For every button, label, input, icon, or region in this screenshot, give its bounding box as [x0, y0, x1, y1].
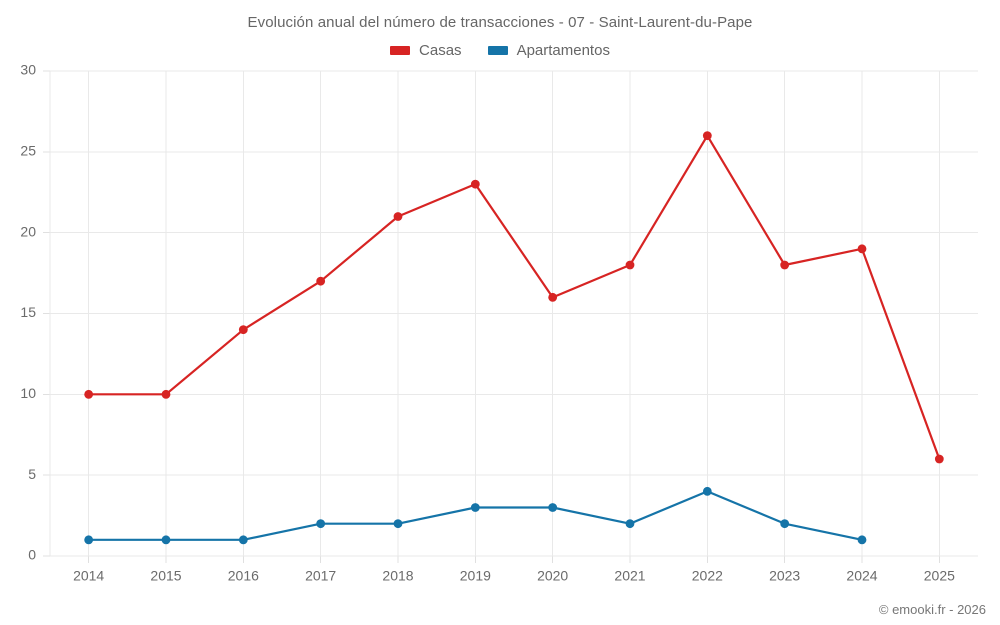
data-point-casas[interactable]	[934, 454, 944, 464]
x-axis-tick-label: 2023	[769, 567, 800, 583]
data-point-casas[interactable]	[780, 260, 790, 270]
data-point-apartamentos[interactable]	[316, 519, 326, 529]
y-axis-tick-label: 5	[28, 466, 36, 482]
data-point-apartamentos[interactable]	[393, 519, 403, 529]
chart-legend: Casas Apartamentos	[0, 42, 1000, 59]
y-axis-tick-label: 20	[20, 223, 36, 239]
legend-swatch-casas	[390, 46, 411, 55]
data-point-apartamentos[interactable]	[780, 519, 790, 529]
y-axis-tick-label: 30	[20, 62, 36, 78]
x-axis-tick-label: 2020	[537, 567, 568, 583]
data-point-apartamentos[interactable]	[470, 503, 480, 512]
legend-swatch-apartamentos	[487, 46, 508, 55]
data-point-casas[interactable]	[625, 260, 635, 270]
data-point-apartamentos[interactable]	[857, 535, 867, 545]
credit-text: © emooki.fr - 2026	[878, 602, 986, 617]
data-point-apartamentos[interactable]	[84, 535, 94, 545]
x-axis-tick-label: 2015	[150, 567, 181, 583]
x-axis-tick-label: 2016	[228, 567, 259, 583]
x-axis-tick-label: 2024	[846, 567, 877, 583]
y-axis-tick-label: 25	[20, 143, 36, 159]
data-point-apartamentos[interactable]	[548, 503, 558, 512]
x-axis-tick-label: 2018	[382, 567, 413, 583]
data-point-casas[interactable]	[238, 325, 248, 335]
data-point-apartamentos[interactable]	[238, 535, 248, 545]
x-axis-tick-label: 2014	[73, 567, 104, 583]
legend-label-casas: Casas	[419, 42, 462, 59]
y-axis-tick-label: 10	[20, 385, 36, 401]
data-point-casas[interactable]	[316, 276, 326, 286]
x-axis-tick-label: 2017	[305, 567, 336, 583]
data-point-casas[interactable]	[702, 131, 712, 141]
chart-title: Evolución anual del número de transaccio…	[247, 14, 753, 31]
x-axis-tick-label: 2021	[614, 567, 645, 583]
x-axis-tick-label: 2022	[692, 567, 723, 583]
series-line-casas	[87, 134, 941, 461]
data-point-casas[interactable]	[857, 244, 867, 254]
data-point-casas[interactable]	[548, 292, 558, 302]
legend-item-apartamentos[interactable]: Apartamentos	[487, 42, 610, 59]
data-point-casas[interactable]	[161, 389, 171, 399]
data-point-apartamentos[interactable]	[625, 519, 635, 529]
data-point-apartamentos[interactable]	[702, 486, 712, 496]
data-point-casas[interactable]	[470, 179, 480, 189]
x-axis-tick-label: 2019	[460, 567, 491, 583]
y-axis-tick-label: 0	[28, 547, 36, 563]
data-point-apartamentos[interactable]	[161, 535, 171, 545]
legend-item-casas[interactable]: Casas	[390, 42, 462, 59]
legend-label-apartamentos: Apartamentos	[516, 42, 610, 59]
x-axis-tick-label: 2025	[924, 567, 955, 583]
y-axis-tick-label: 15	[20, 304, 36, 320]
data-point-casas[interactable]	[393, 212, 403, 221]
data-point-casas[interactable]	[84, 389, 94, 399]
